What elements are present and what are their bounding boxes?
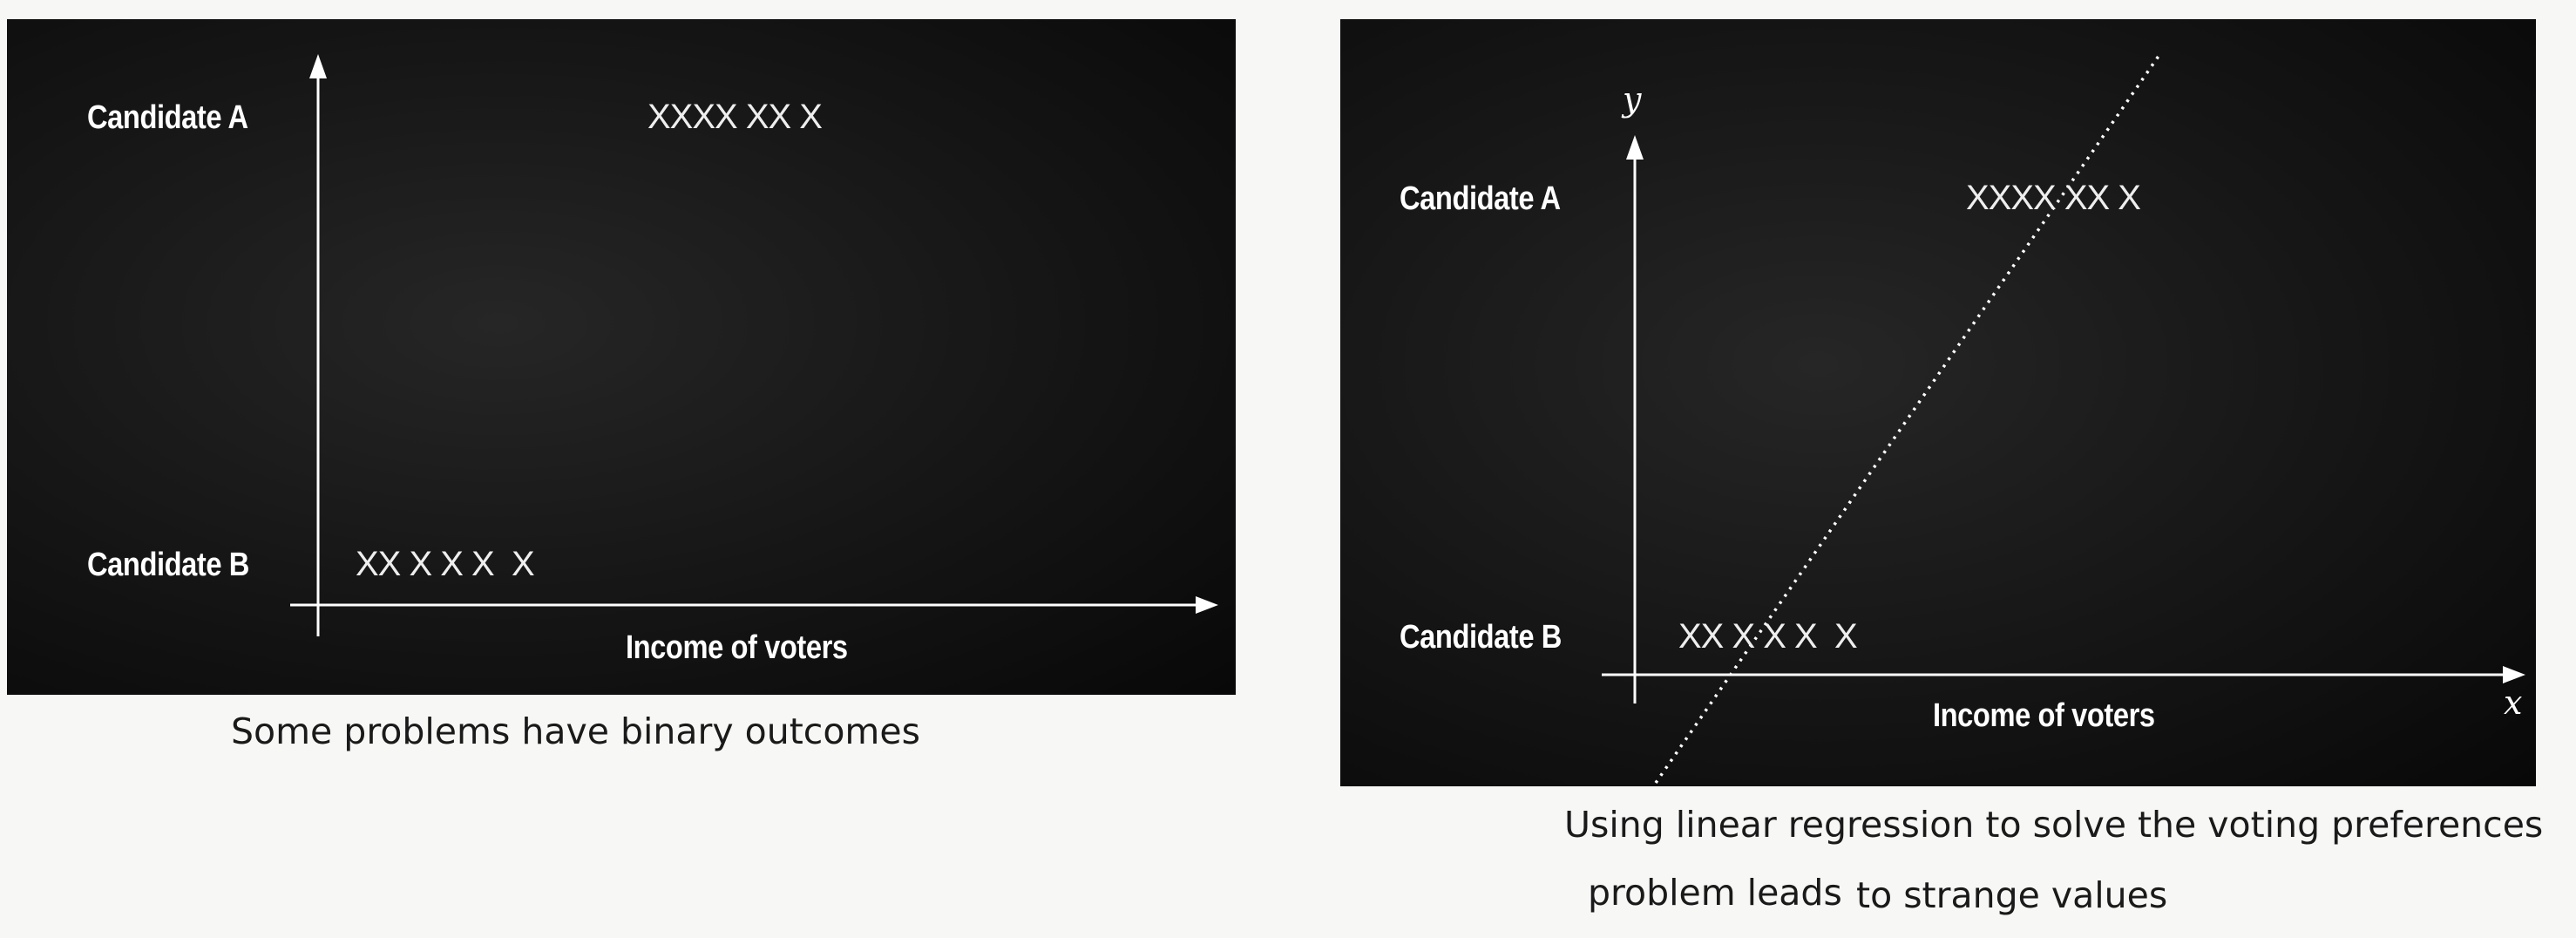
right-caption-line-2a: problem leads [1588, 872, 1842, 914]
x-axis-label: Income of voters [626, 629, 848, 666]
regression-line [1654, 51, 2163, 784]
x-axis-variable: x [2504, 683, 2523, 722]
y-axis-variable: y [1623, 80, 1642, 119]
right-axes [1602, 51, 2525, 784]
candidate-a-marks: XXXX XX X [647, 98, 823, 136]
left-axes [290, 54, 1218, 636]
right-y-axis-arrowhead [1626, 135, 1644, 160]
linear-regression-panel: y x Candidate A Candidate B XXXX XX X XX… [1340, 19, 2536, 786]
left-y-axis-arrowhead [309, 54, 327, 78]
left-x-axis-arrowhead [1196, 596, 1218, 614]
left-caption: Some problems have binary outcomes [231, 710, 920, 752]
candidate-b-marks: XX X X X X [356, 545, 535, 583]
right-caption-line-2b: to strange values [1856, 874, 2168, 916]
candidate-a-marks: XXXX XX X [1966, 179, 2141, 217]
binary-outcomes-panel: Candidate A Candidate B XXXX XX X XX X X… [7, 19, 1236, 695]
candidate-a-label: Candidate A [87, 99, 248, 136]
x-axis-label: Income of voters [1933, 697, 2155, 734]
candidate-b-label: Candidate B [1400, 619, 1562, 656]
candidate-b-label: Candidate B [87, 547, 249, 583]
candidate-b-marks: XX X X X X [1678, 617, 1858, 656]
right-x-axis-arrowhead [2503, 666, 2525, 683]
candidate-a-label: Candidate A [1400, 180, 1561, 217]
right-caption-line-1: Using linear regression to solve the vot… [1564, 804, 2544, 846]
